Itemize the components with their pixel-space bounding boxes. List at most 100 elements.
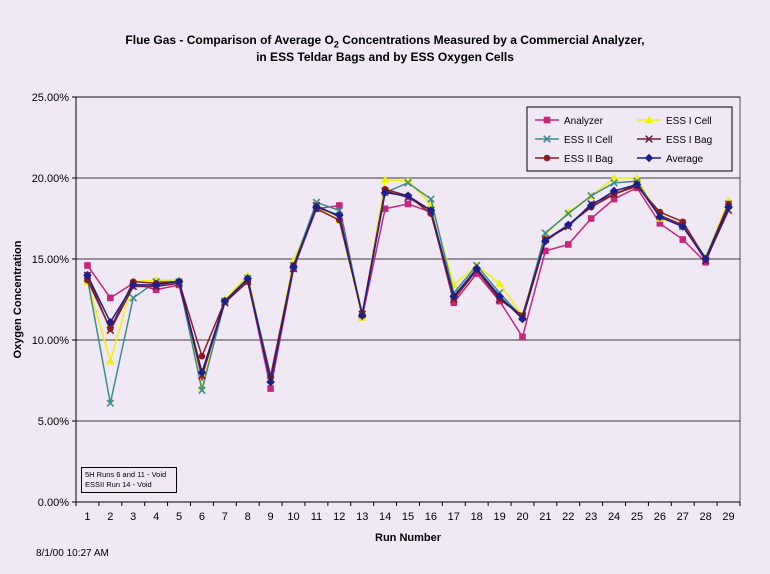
title-part2: Concentrations Measured by a Commercial …: [338, 33, 645, 47]
data-point-ess-ii-cell: [587, 191, 596, 200]
x-tick-label: 21: [539, 511, 551, 523]
data-point-ess-i-cell: [380, 175, 390, 183]
x-tick-label: 15: [402, 511, 414, 523]
data-point-average: [472, 264, 481, 274]
data-point-average: [449, 291, 459, 301]
data-point-ess-i-cell: [495, 279, 504, 287]
data-point-analyzer: [84, 262, 91, 269]
data-point-ess-ii-cell: [610, 178, 618, 187]
data-point-average: [403, 191, 413, 201]
x-tick-label: 29: [722, 511, 734, 523]
x-tick-label: 20: [516, 511, 528, 523]
x-tick-label: 26: [654, 511, 666, 523]
data-point-average: [151, 280, 161, 290]
x-tick-label: 24: [608, 511, 620, 523]
legend-label-ess-i-bag: ESS I Bag: [666, 135, 712, 146]
data-point-average: [289, 262, 298, 272]
legend-marker-analyzer: [543, 116, 551, 124]
x-tick-label: 17: [448, 511, 460, 523]
data-point-ess-i-cell: [403, 176, 413, 185]
data-point-ess-ii-cell: [541, 229, 550, 237]
x-tick-label: 4: [153, 511, 159, 523]
legend-marker-average: [644, 153, 654, 163]
data-point-average: [243, 274, 253, 283]
data-point-average: [563, 220, 573, 230]
x-tick-label: 16: [425, 511, 437, 523]
x-tick-label: 8: [245, 511, 251, 523]
y-tick-label: 20.00%: [32, 173, 70, 185]
data-point-ess-ii-cell: [564, 209, 573, 218]
data-point-average: [312, 202, 321, 212]
data-point-average: [426, 206, 436, 215]
data-point-analyzer: [587, 215, 595, 222]
data-point-average: [380, 188, 390, 197]
x-tick-label: 9: [268, 511, 274, 523]
data-point-ess-ii-bag: [679, 218, 687, 226]
legend-label-ess-ii-cell: ESS II Cell: [564, 135, 612, 146]
chart-title-line2: in ESS Teldar Bags and by ESS Oxygen Cel…: [256, 50, 514, 64]
y-tick-label: 25.00%: [32, 92, 70, 104]
data-point-ess-ii-cell: [129, 294, 138, 302]
y-tick-label: 0.00%: [38, 497, 69, 509]
data-point-average: [197, 368, 207, 377]
data-point-analyzer: [564, 241, 572, 248]
data-point-average: [335, 210, 344, 220]
data-point-average: [655, 212, 665, 222]
x-tick-label: 7: [222, 511, 228, 523]
data-point-average: [609, 186, 619, 196]
data-point-average: [541, 236, 550, 246]
x-tick-label: 3: [130, 511, 136, 523]
data-point-analyzer: [519, 333, 526, 341]
legend-box: [526, 106, 733, 172]
data-point-analyzer: [473, 270, 480, 277]
data-point-ess-ii-cell: [312, 198, 321, 207]
legend: Analyzer ESS I Cell ESS II Cell ESS I Bag ES…: [526, 106, 733, 172]
series-average: [83, 180, 733, 387]
y-axis-label: Oxygen Concentration: [12, 240, 24, 358]
legend-label-average: Average: [666, 154, 704, 165]
x-tick-label: 22: [562, 511, 574, 523]
legend-label-ess-i-cell: ESS I Cell: [666, 116, 712, 127]
note-line-2: ESSII Run 14 - Void: [85, 480, 152, 489]
legend-marker-ess-i-cell: [644, 115, 654, 124]
data-point-average: [266, 377, 275, 387]
data-point-ess-ii-cell: [198, 386, 206, 395]
y-tick-label: 10.00%: [32, 335, 70, 347]
data-point-ess-ii-cell: [106, 399, 115, 408]
data-point-average: [586, 201, 596, 210]
data-point-average: [632, 180, 642, 189]
title-subscript: 2: [333, 39, 339, 50]
x-tick-label: 13: [356, 511, 368, 523]
data-point-ess-ii-cell: [404, 178, 412, 187]
title-part1: Flue Gas - Comparison of Average O: [125, 33, 334, 47]
data-point-ess-i-cell: [563, 207, 573, 216]
x-tick-label: 28: [700, 511, 712, 523]
data-point-ess-ii-cell: [427, 195, 435, 203]
data-point-average: [495, 291, 504, 301]
x-tick-label: 10: [287, 511, 299, 523]
data-point-average: [701, 254, 710, 264]
void-note-box: 5H Runs 6 and 11 - Void ESSII Run 14 - V…: [81, 467, 177, 493]
data-point-average: [128, 280, 138, 290]
legend-label-analyzer: Analyzer: [564, 116, 604, 127]
data-point-ess-i-cell: [609, 173, 619, 182]
chart-title-line1: Flue Gas - Comparison of Average O2 Conc…: [0, 33, 770, 49]
data-point-analyzer: [679, 236, 687, 243]
data-point-ess-i-cell: [106, 356, 115, 365]
data-point-ess-ii-bag: [107, 325, 114, 332]
data-point-analyzer: [542, 247, 549, 255]
x-tick-label: 14: [379, 511, 391, 523]
data-point-average: [106, 317, 115, 327]
data-point-analyzer: [610, 195, 618, 203]
y-tick-label: 5.00%: [38, 416, 69, 428]
x-tick-label: 23: [585, 511, 597, 523]
x-axis-label: Run Number: [375, 532, 442, 544]
x-tick-label: 18: [471, 511, 483, 523]
data-point-average: [678, 222, 688, 231]
data-point-analyzer: [336, 202, 343, 209]
data-point-analyzer: [404, 200, 412, 208]
x-tick-label: 12: [333, 511, 345, 523]
data-point-average: [174, 277, 184, 286]
x-tick-label: 19: [493, 511, 505, 523]
